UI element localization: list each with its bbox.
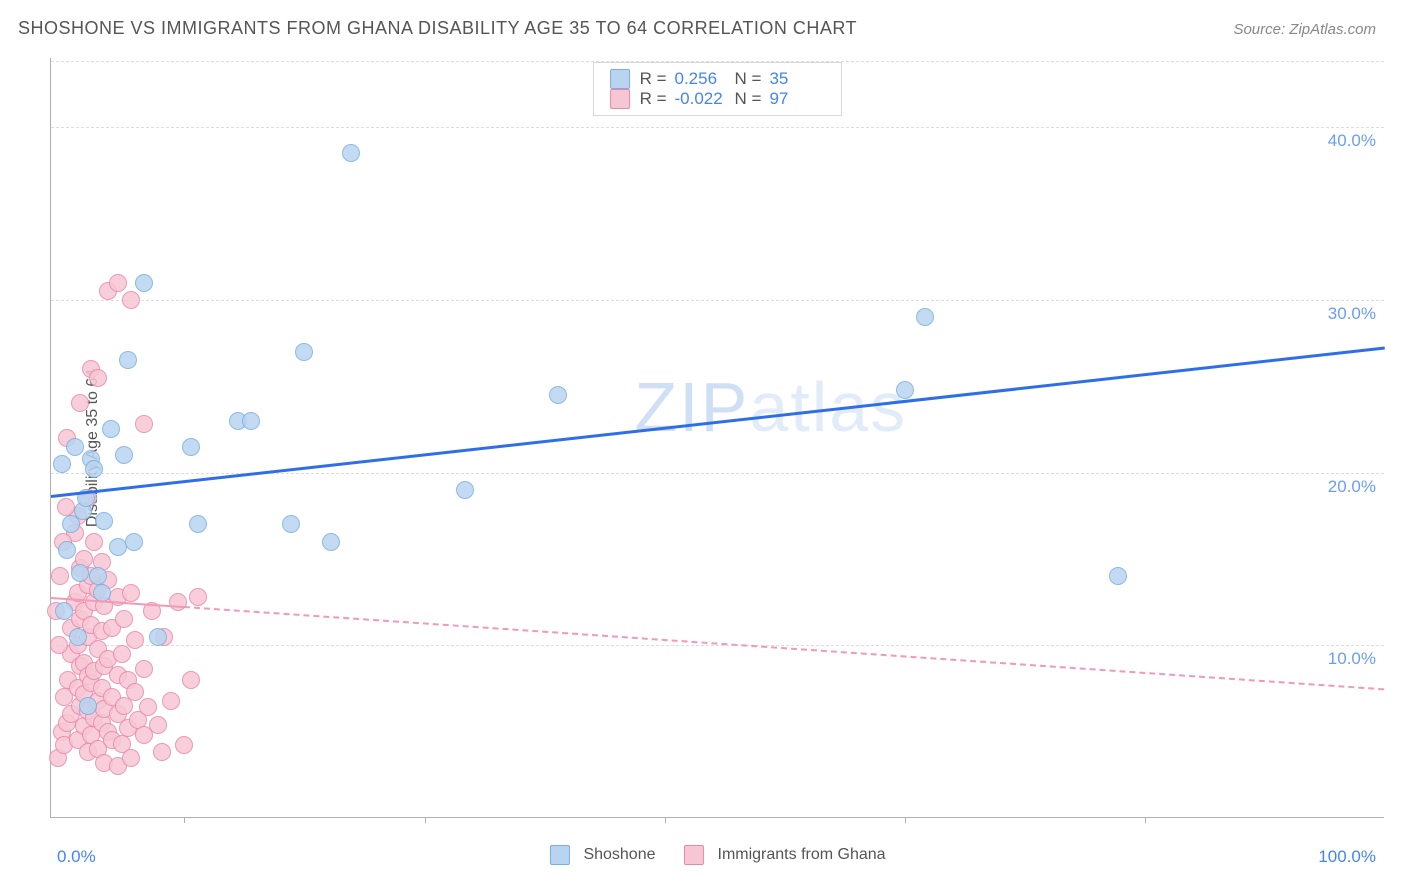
y-tick-label: 10.0% bbox=[1328, 649, 1376, 669]
x-min-label: 0.0% bbox=[57, 847, 96, 867]
data-point bbox=[162, 692, 180, 710]
y-tick-label: 30.0% bbox=[1328, 304, 1376, 324]
data-point bbox=[135, 660, 153, 678]
trend-line bbox=[184, 606, 1385, 690]
data-point bbox=[169, 593, 187, 611]
data-point bbox=[153, 743, 171, 761]
y-tick-label: 40.0% bbox=[1328, 131, 1376, 151]
data-point bbox=[53, 455, 71, 473]
chart-area: Disability Age 35 to 64 ZIPatlas R = 0.2… bbox=[44, 58, 1384, 838]
data-point bbox=[122, 584, 140, 602]
data-point bbox=[126, 631, 144, 649]
legend-label: Shoshone bbox=[583, 846, 655, 864]
data-point bbox=[66, 438, 84, 456]
data-point bbox=[71, 564, 89, 582]
data-point bbox=[135, 415, 153, 433]
n-value: 35 bbox=[769, 69, 825, 89]
gridline bbox=[51, 645, 1384, 646]
data-point bbox=[113, 645, 131, 663]
r-value: 0.256 bbox=[675, 69, 731, 89]
gridline bbox=[51, 300, 1384, 301]
chart-title: SHOSHONE VS IMMIGRANTS FROM GHANA DISABI… bbox=[18, 18, 857, 39]
data-point bbox=[85, 533, 103, 551]
data-point bbox=[115, 610, 133, 628]
data-point bbox=[50, 636, 68, 654]
gridline bbox=[51, 127, 1384, 128]
data-point bbox=[282, 515, 300, 533]
data-point bbox=[89, 369, 107, 387]
data-point bbox=[149, 716, 167, 734]
x-max-label: 100.0% bbox=[1318, 847, 1376, 867]
legend-label: Immigrants from Ghana bbox=[718, 846, 886, 864]
x-tick bbox=[905, 817, 906, 823]
data-point bbox=[71, 394, 89, 412]
data-point bbox=[51, 567, 69, 585]
swatch-icon bbox=[684, 845, 704, 865]
data-point bbox=[115, 446, 133, 464]
data-point bbox=[119, 351, 137, 369]
data-point bbox=[549, 386, 567, 404]
data-point bbox=[109, 274, 127, 292]
x-tick bbox=[425, 817, 426, 823]
n-label: N = bbox=[735, 89, 762, 109]
data-point bbox=[242, 412, 260, 430]
r-label: R = bbox=[640, 69, 667, 89]
x-tick bbox=[665, 817, 666, 823]
data-point bbox=[149, 628, 167, 646]
n-label: N = bbox=[735, 69, 762, 89]
data-point bbox=[189, 515, 207, 533]
data-point bbox=[342, 144, 360, 162]
data-point bbox=[182, 671, 200, 689]
data-point bbox=[1109, 567, 1127, 585]
data-point bbox=[135, 274, 153, 292]
swatch-icon bbox=[549, 845, 569, 865]
data-point bbox=[85, 460, 103, 478]
data-point bbox=[79, 697, 97, 715]
y-tick-label: 20.0% bbox=[1328, 477, 1376, 497]
data-point bbox=[95, 512, 113, 530]
legend-stats-row: R = -0.022 N = 97 bbox=[610, 89, 826, 109]
header: SHOSHONE VS IMMIGRANTS FROM GHANA DISABI… bbox=[0, 0, 1406, 49]
data-point bbox=[69, 628, 87, 646]
data-point bbox=[122, 291, 140, 309]
legend-series: Shoshone Immigrants from Ghana bbox=[549, 845, 885, 865]
x-tick bbox=[184, 817, 185, 823]
data-point bbox=[896, 381, 914, 399]
swatch-icon bbox=[610, 89, 630, 109]
data-point bbox=[175, 736, 193, 754]
r-value: -0.022 bbox=[675, 89, 731, 109]
legend-stats: R = 0.256 N = 35 R = -0.022 N = 97 bbox=[593, 62, 843, 116]
data-point bbox=[456, 481, 474, 499]
legend-item: Immigrants from Ghana bbox=[684, 845, 886, 865]
data-point bbox=[126, 683, 144, 701]
data-point bbox=[122, 749, 140, 767]
legend-item: Shoshone bbox=[549, 845, 655, 865]
data-point bbox=[322, 533, 340, 551]
data-point bbox=[55, 602, 73, 620]
source-label: Source: ZipAtlas.com bbox=[1233, 21, 1376, 38]
data-point bbox=[58, 541, 76, 559]
data-point bbox=[102, 420, 120, 438]
data-point bbox=[295, 343, 313, 361]
data-point bbox=[189, 588, 207, 606]
data-point bbox=[89, 567, 107, 585]
data-point bbox=[57, 498, 75, 516]
n-value: 97 bbox=[769, 89, 825, 109]
data-point bbox=[182, 438, 200, 456]
swatch-icon bbox=[610, 69, 630, 89]
plot-region: ZIPatlas R = 0.256 N = 35 R = -0.022 N =… bbox=[50, 58, 1384, 818]
legend-stats-row: R = 0.256 N = 35 bbox=[610, 69, 826, 89]
data-point bbox=[139, 698, 157, 716]
data-point bbox=[916, 308, 934, 326]
data-point bbox=[125, 533, 143, 551]
r-label: R = bbox=[640, 89, 667, 109]
x-tick bbox=[1145, 817, 1146, 823]
